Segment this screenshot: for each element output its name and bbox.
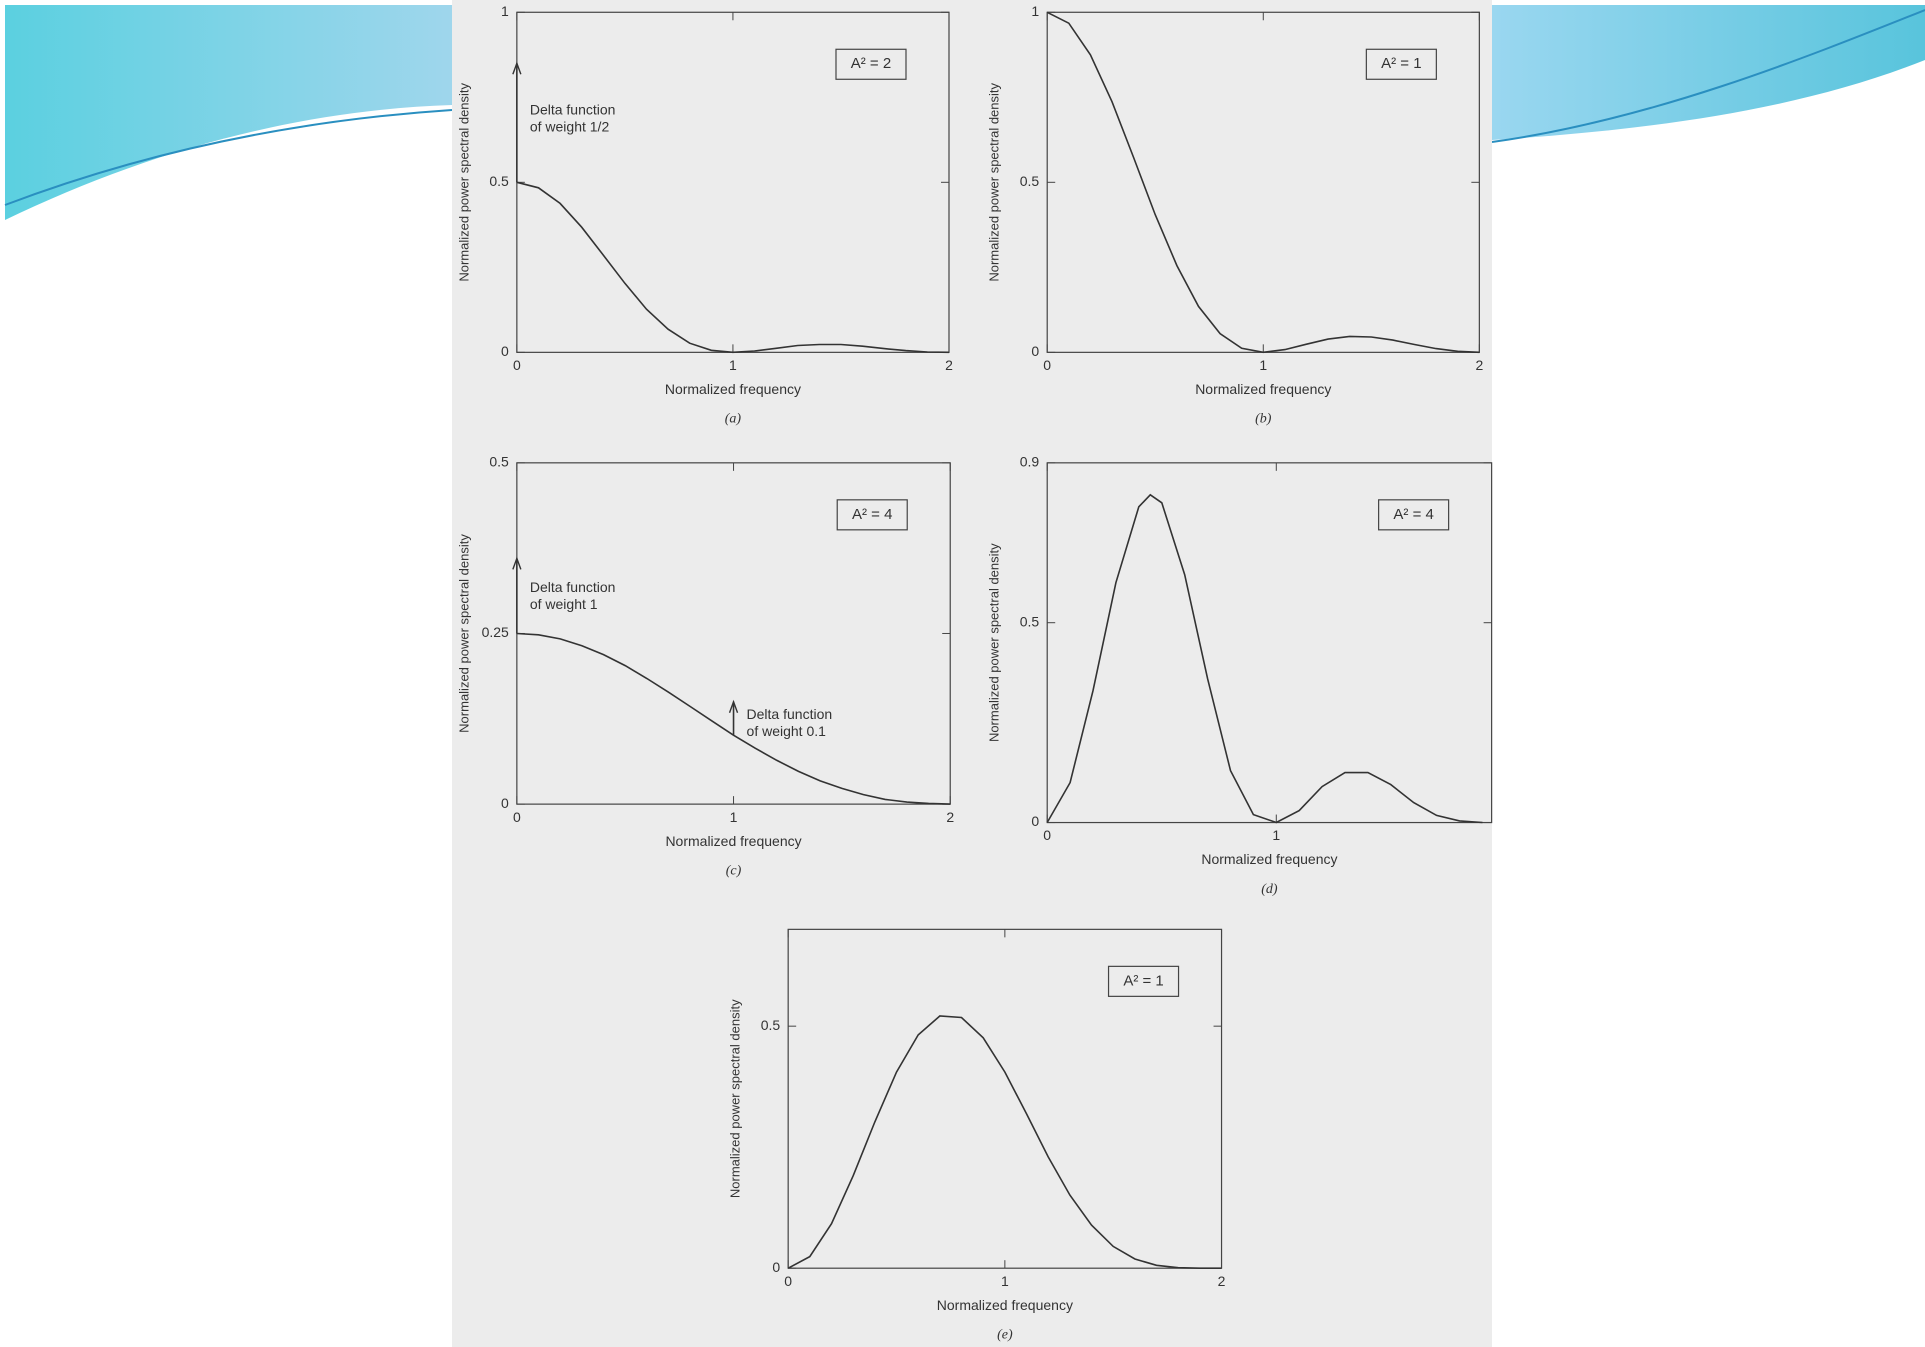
x-tick-label: 1 — [1259, 357, 1267, 373]
legend-label: A² = 1 — [1381, 55, 1421, 72]
x-tick-label: 0 — [1043, 357, 1051, 373]
x-axis-label: Normalized frequency — [937, 1297, 1073, 1313]
y-tick-label: 0.25 — [482, 624, 509, 640]
legend-label: A² = 4 — [1393, 506, 1433, 523]
y-tick-label: 0 — [1031, 343, 1039, 359]
y-axis-label: Normalized power spectral density — [728, 999, 743, 1198]
y-axis-label: Normalized power spectral density — [987, 543, 1002, 742]
delta-label: Delta function — [747, 706, 833, 722]
x-tick-label: 0 — [784, 1273, 792, 1289]
x-tick-label: 2 — [1218, 1273, 1226, 1289]
decor-swoosh — [1492, 5, 1925, 140]
y-tick-label: 0.9 — [1020, 454, 1040, 470]
y-tick-label: 1 — [1031, 3, 1039, 19]
x-tick-label: 1 — [1001, 1273, 1009, 1289]
y-tick-label: 0 — [1031, 813, 1039, 829]
chart-caption: (d) — [1261, 882, 1278, 897]
delta-label: of weight 1 — [530, 596, 598, 612]
y-tick-label: 1 — [501, 3, 509, 19]
y-axis-label: Normalized power spectral density — [456, 534, 471, 733]
slide: 0 0.5 1 0 1 2 Normalized frequency (a) Normalize… — [0, 0, 1925, 1347]
legend-label: A² = 1 — [1123, 972, 1163, 989]
x-tick-label: 0 — [513, 809, 521, 825]
scan-background — [452, 0, 1492, 1347]
y-axis-label: Normalized power spectral density — [987, 82, 1002, 281]
x-tick-label: 1 — [730, 809, 738, 825]
y-tick-label: 0.5 — [1020, 613, 1040, 629]
legend-label: A² = 4 — [852, 506, 892, 523]
page: 0 0.5 1 0 1 2 Normalized frequency (a) Normalize… — [0, 0, 1925, 1347]
delta-label: Delta function — [530, 579, 616, 595]
y-tick-label: 0.5 — [489, 454, 509, 470]
y-tick-label: 0.5 — [489, 173, 509, 189]
chart-caption: (a) — [725, 412, 742, 427]
y-tick-label: 0.5 — [761, 1017, 781, 1033]
x-tick-label: 1 — [729, 357, 737, 373]
delta-label: of weight 1/2 — [530, 119, 610, 135]
x-tick-label: 2 — [945, 357, 953, 373]
y-tick-label: 0 — [501, 343, 509, 359]
x-axis-label: Normalized frequency — [665, 381, 801, 397]
y-tick-label: 0.5 — [1020, 173, 1040, 189]
chart-caption: (e) — [997, 1327, 1013, 1342]
x-tick-label: 0 — [1043, 827, 1051, 843]
chart-caption: (b) — [1255, 412, 1272, 427]
legend-label: A² = 2 — [851, 55, 891, 72]
y-tick-label: 0 — [501, 795, 509, 811]
x-tick-label: 2 — [1475, 357, 1483, 373]
decor-swoosh — [5, 5, 452, 220]
chart-caption: (c) — [726, 863, 742, 878]
delta-label: Delta function — [530, 102, 616, 118]
x-axis-label: Normalized frequency — [665, 833, 801, 849]
delta-label: of weight 0.1 — [747, 723, 827, 739]
x-tick-label: 1 — [1272, 827, 1280, 843]
x-tick-label: 0 — [513, 357, 521, 373]
x-tick-label: 2 — [946, 809, 954, 825]
x-axis-label: Normalized frequency — [1195, 381, 1331, 397]
x-axis-label: Normalized frequency — [1201, 851, 1337, 867]
y-tick-label: 0 — [772, 1259, 780, 1275]
y-axis-label: Normalized power spectral density — [456, 82, 471, 281]
